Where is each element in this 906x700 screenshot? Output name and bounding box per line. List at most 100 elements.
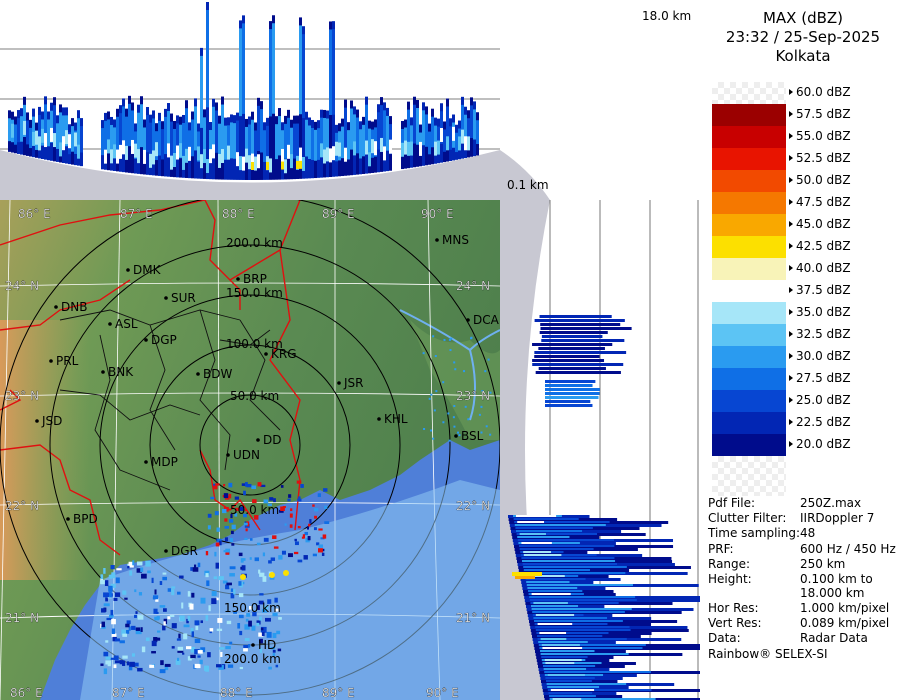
bottom-height-label: 0.1 km	[507, 178, 549, 192]
legend-swatch	[712, 324, 786, 346]
lat-label-22-right: 22° N	[456, 499, 490, 513]
ring-label-50-south: 50.0 km	[230, 503, 279, 517]
svg-text:PRL: PRL	[56, 354, 79, 368]
station-bpd: BPD	[66, 512, 98, 526]
station-jsd: JSD	[35, 414, 62, 428]
legend-swatch	[712, 390, 786, 412]
svg-text:JSR: JSR	[343, 376, 364, 390]
svg-text:BNK: BNK	[108, 365, 134, 379]
lon-label-87-top: 87° E	[120, 207, 153, 221]
legend-label: 30.0 dBZ	[789, 349, 851, 363]
station-sur: SUR	[164, 291, 196, 305]
station-bnk: BNK	[101, 365, 134, 379]
station-dgp: DGP	[144, 333, 177, 347]
ring-label-200: 200.0 km	[226, 236, 283, 250]
datetime: 23:32 / 25-Sep-2025	[725, 28, 881, 46]
station-dd: DD	[256, 433, 281, 447]
lon-label-89-bottom: 89° E	[322, 686, 355, 700]
svg-text:HD: HD	[258, 638, 276, 652]
info-key: Time sampling:	[708, 526, 801, 540]
info-value: 1.000 km/pixel	[800, 601, 890, 615]
info-key: Hor Res:	[708, 601, 759, 615]
svg-text:MDP: MDP	[151, 455, 178, 469]
info-key: Range:	[708, 557, 751, 571]
lon-label-89-top: 89° E	[322, 207, 355, 221]
legend-label: 57.5 dBZ	[789, 107, 851, 121]
info-value: 250Z.max	[800, 496, 862, 510]
legend-label: 55.0 dBZ	[789, 129, 851, 143]
station-bsl: BSL	[454, 429, 484, 443]
legend-swatch	[712, 434, 786, 456]
station-udn: UDN	[226, 448, 260, 462]
info-value: 18.000 km	[800, 586, 865, 600]
station-dca: DCA	[466, 313, 500, 327]
station-dmk: DMK	[126, 263, 162, 277]
legend-swatch	[712, 258, 786, 280]
legend-swatch	[712, 280, 786, 302]
lon-label-86-top: 86° E	[18, 207, 51, 221]
info-value: 250 km	[800, 557, 846, 571]
legend-swatch	[712, 148, 786, 170]
legend-swatch	[712, 126, 786, 148]
station-hd: HD	[251, 638, 276, 652]
top-echo-columns	[8, 2, 479, 180]
legend-label: 40.0 dBZ	[789, 261, 851, 275]
lon-label-88-bottom: 88° E	[220, 686, 253, 700]
legend-label: 20.0 dBZ	[789, 437, 851, 451]
legend-label: 52.5 dBZ	[789, 151, 851, 165]
station-krg: KRG	[264, 347, 297, 361]
legend-empty	[712, 456, 786, 496]
footer-brand: Rainbow® SELEX-SI	[708, 647, 828, 661]
svg-text:UDN: UDN	[233, 448, 260, 462]
ring-label-100: 100.0 km	[226, 337, 283, 351]
station-khl: KHL	[377, 412, 408, 426]
legend-label: 50.0 dBZ	[789, 173, 851, 187]
info-value: 0.089 km/pixel	[800, 616, 890, 630]
svg-text:DD: DD	[263, 433, 281, 447]
lat-label-24-left: 24° N	[5, 279, 39, 293]
svg-text:DGP: DGP	[151, 333, 177, 347]
svg-text:DNB: DNB	[61, 300, 87, 314]
legend-label: 22.5 dBZ	[789, 415, 851, 429]
station-dgr: DGR	[164, 544, 198, 558]
ring-label-50: 50.0 km	[230, 389, 279, 403]
lat-label-21-right: 21° N	[456, 611, 490, 625]
svg-text:DCA: DCA	[473, 313, 500, 327]
svg-text:KHL: KHL	[384, 412, 408, 426]
info-key: Pdf File:	[708, 496, 756, 510]
info-value: IIRDoppler 7	[800, 511, 875, 525]
legend-swatch	[712, 170, 786, 192]
svg-text:SUR: SUR	[171, 291, 196, 305]
info-key: Height:	[708, 572, 752, 586]
station-mns: MNS	[435, 233, 469, 247]
info-key: Clutter Filter:	[708, 511, 787, 525]
legend-label: 42.5 dBZ	[789, 239, 851, 253]
legend-label: 27.5 dBZ	[789, 371, 851, 385]
station-prl: PRL	[49, 354, 79, 368]
legend-swatch	[712, 192, 786, 214]
legend-label: 60.0 dBZ	[789, 85, 851, 99]
svg-text:MNS: MNS	[442, 233, 469, 247]
legend-label: 45.0 dBZ	[789, 217, 851, 231]
legend-swatch	[712, 412, 786, 434]
legend-label: 32.5 dBZ	[789, 327, 851, 341]
info-value: 0.100 km to	[800, 572, 873, 586]
top-height-label: 18.0 km	[642, 9, 692, 23]
info-key: Data:	[708, 631, 741, 645]
lon-label-90-top: 90° E	[421, 207, 454, 221]
station-jsr: JSR	[337, 376, 364, 390]
lon-label-87-bottom: 87° E	[112, 686, 145, 700]
svg-text:BSL: BSL	[461, 429, 484, 443]
legend-label: 35.0 dBZ	[789, 305, 851, 319]
legend-label: 25.0 dBZ	[789, 393, 851, 407]
info-key: PRF:	[708, 542, 734, 556]
lon-label-88-top: 88° E	[222, 207, 255, 221]
svg-text:BDW: BDW	[203, 367, 232, 381]
ring-label-150-south: 150.0 km	[224, 601, 281, 615]
top-cross-section	[0, 0, 500, 200]
station-bdw: BDW	[196, 367, 232, 381]
station-mdp: MDP	[144, 455, 178, 469]
lat-label-21-left: 21° N	[5, 611, 39, 625]
info-panel: MAX (dBZ) 23:32 / 25-Sep-2025 Kolkata 60…	[700, 0, 906, 700]
side-echo-bands	[508, 315, 700, 700]
